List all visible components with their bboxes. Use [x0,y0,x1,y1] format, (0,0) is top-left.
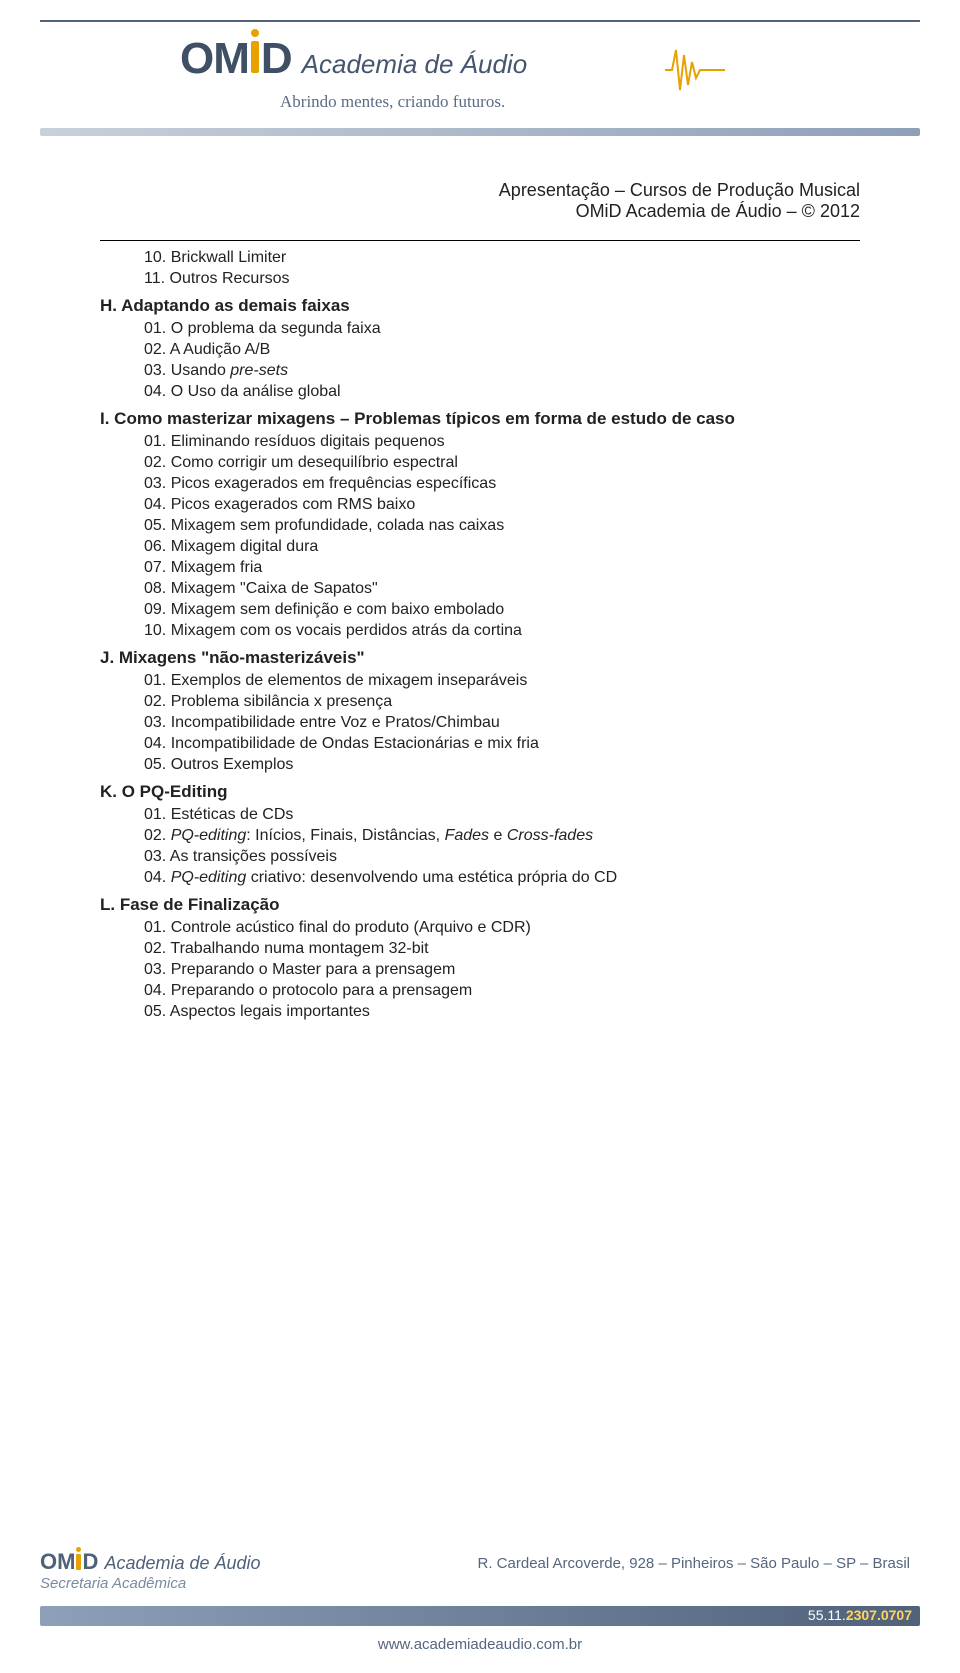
list-item: 03. Usando pre-sets [144,362,860,380]
section-heading: K. O PQ-Editing [100,782,860,802]
list-item: 01. O problema da segunda faixa [144,320,860,338]
list-item: 03. Preparando o Master para a prensagem [144,961,860,979]
footer-department: Secretaria Acadêmica [40,1575,920,1592]
list-item: 05. Outros Exemplos [144,756,860,774]
doc-title-line1: Apresentação – Cursos de Produção Musica… [0,180,860,201]
section-heading: I. Como masterizar mixagens – Problemas … [100,409,860,429]
content-area: 10. Brickwall Limiter 11. Outros Recursos… [0,232,960,1021]
brand-i-icon [251,41,259,73]
list-item: 04. Preparando o protocolo para a prensa… [144,982,860,1000]
list-item: 01. Exemplos de elementos de mixagem ins… [144,672,860,690]
list-item: 02. Problema sibilância x presença [144,693,860,711]
footer-bar: 55.11.2307.0707 [40,1606,920,1626]
list-item: 04. PQ-editing criativo: desenvolvendo u… [144,869,860,887]
header-rule-top [40,20,920,22]
list-item: 03. Incompatibilidade entre Voz e Pratos… [144,714,860,732]
list-item: 02. Como corrigir um desequilíbrio espec… [144,454,860,472]
header-rule-bottom [40,128,920,136]
brand-name-left: OM [180,34,249,84]
list-item: 03. Picos exagerados em frequências espe… [144,475,860,493]
list-item: 10. Brickwall Limiter [144,249,860,267]
footer-phone: 55.11.2307.0707 [808,1607,912,1623]
footer-phone-main: 2307.0707 [846,1607,912,1623]
list-item: 02. A Audição A/B [144,341,860,359]
list-item: 05. Aspectos legais importantes [144,1003,860,1021]
list-item: 07. Mixagem fria [144,559,860,577]
brand-sub: Academia de Áudio [302,49,527,80]
list-item: 01. Eliminando resíduos digitais pequeno… [144,433,860,451]
doc-title-line2: OMiD Academia de Áudio – © 2012 [0,201,860,222]
brand-logo: OM D Academia de Áudio [180,34,527,84]
footer-brand-sub: Academia de Áudio [104,1553,260,1573]
document-title-block: Apresentação – Cursos de Produção Musica… [0,178,960,232]
list-item: 11. Outros Recursos [144,270,860,288]
list-item: 04. O Uso da análise global [144,383,860,401]
list-item: 08. Mixagem "Caixa de Sapatos" [144,580,860,598]
list-item: 09. Mixagem sem definição e com baixo em… [144,601,860,619]
list-item: 03. As transições possíveis [144,848,860,866]
section-heading: L. Fase de Finalização [100,895,860,915]
page-header: OM D Academia de Áudio Abrindo mentes, c… [0,0,960,178]
brand-name-right: D [261,34,292,84]
brand-tagline: Abrindo mentes, criando futuros. [280,92,505,112]
footer-url: www.academiadeaudio.com.br [40,1636,920,1653]
list-item: 06. Mixagem digital dura [144,538,860,556]
list-item: 02. Trabalhando numa montagem 32-bit [144,940,860,958]
page-footer: OM D Academia de Áudio Secretaria Acadêmi… [0,1537,960,1673]
footer-brand-right: D [82,1549,98,1574]
list-item: 10. Mixagem com os vocais perdidos atrás… [144,622,860,640]
list-item: 01. Controle acústico final do produto (… [144,919,860,937]
footer-brand-left: OM [40,1549,75,1574]
list-item: 05. Mixagem sem profundidade, colada nas… [144,517,860,535]
footer-brand-i-icon [76,1554,81,1570]
section-heading: J. Mixagens "não-masterizáveis" [100,648,860,668]
list-item: 04. Incompatibilidade de Ondas Estacioná… [144,735,860,753]
audio-wave-icon [660,40,730,100]
section-heading: H. Adaptando as demais faixas [100,296,860,316]
list-item: 02. PQ-editing: Inícios, Finais, Distânc… [144,827,860,845]
footer-address: R. Cardeal Arcoverde, 928 – Pinheiros – … [478,1555,910,1572]
list-item: 04. Picos exagerados com RMS baixo [144,496,860,514]
list-item: 01. Estéticas de CDs [144,806,860,824]
footer-phone-prefix: 55.11. [808,1607,846,1623]
content-rule [100,240,860,241]
